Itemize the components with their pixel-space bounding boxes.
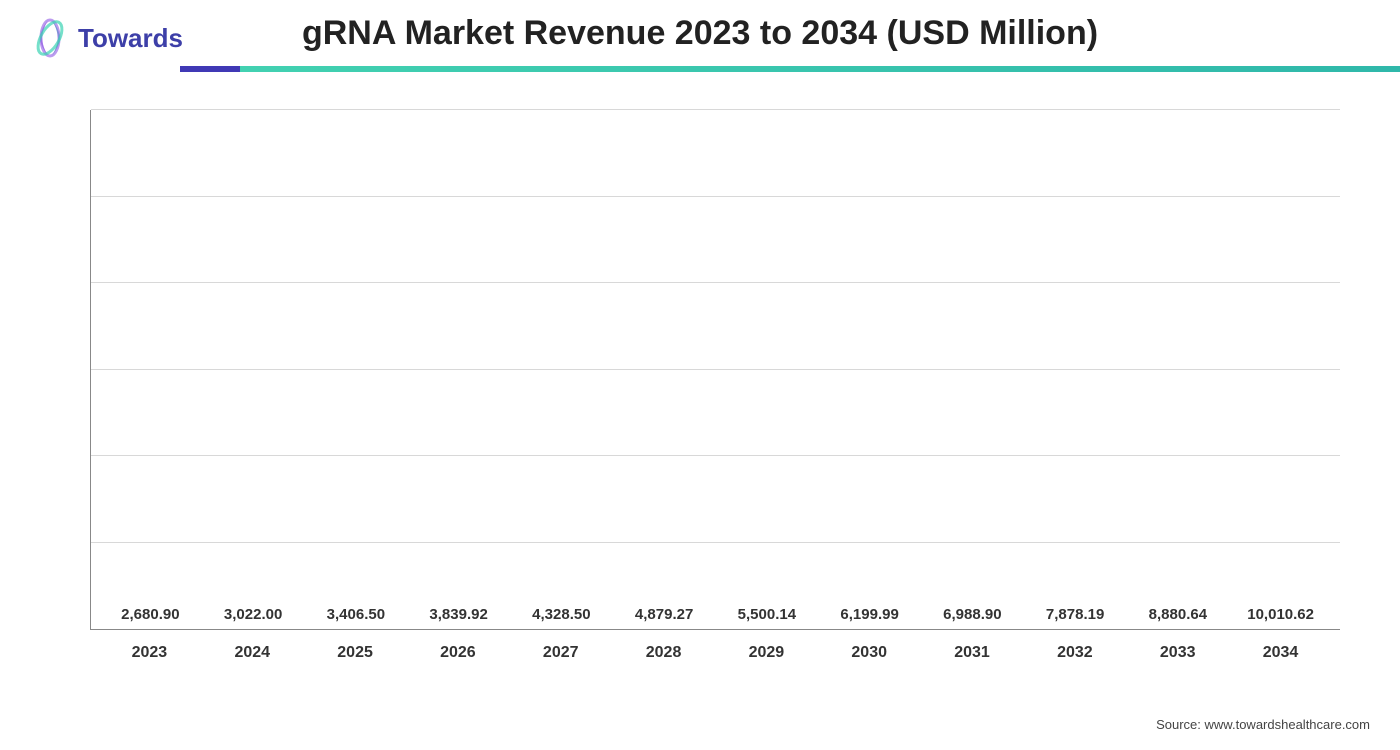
chart-area: 2,680.90 3,022.00 3,406.50 3,839.92 4,328.50…	[80, 110, 1340, 670]
bar-value-label: 5,500.14	[738, 606, 796, 623]
chart-title: gRNA Market Revenue 2023 to 2034 (USD Mi…	[302, 14, 1098, 53]
x-axis-label: 2026	[421, 634, 495, 670]
x-axis-labels: 2023 2024 2025 2026 2027 2028 2029 2030 2031 2032…	[90, 634, 1340, 670]
bar-value-label: 3,406.50	[327, 606, 385, 623]
bar-value-label: 3,022.00	[224, 606, 282, 623]
x-axis-label: 2032	[1038, 634, 1112, 670]
underline-accent	[180, 66, 240, 72]
bar-value-label: 8,880.64	[1149, 606, 1207, 623]
gridline	[91, 369, 1340, 370]
x-axis-label: 2031	[935, 634, 1009, 670]
x-axis-label: 2023	[112, 634, 186, 670]
gridline	[91, 455, 1340, 456]
header: Towards gRNA Market Revenue 2023 to 2034…	[0, 0, 1400, 78]
plot-region: 2,680.90 3,022.00 3,406.50 3,839.92 4,328.50…	[90, 110, 1340, 630]
logo-text: Towards	[78, 23, 183, 54]
gridline	[91, 282, 1340, 283]
x-axis-label: 2025	[318, 634, 392, 670]
bar-value-label: 2,680.90	[121, 606, 179, 623]
bar-value-label: 4,328.50	[532, 606, 590, 623]
source-attribution: Source: www.towardshealthcare.com	[1156, 717, 1370, 732]
bar-value-label: 6,988.90	[943, 606, 1001, 623]
x-axis-label: 2027	[524, 634, 598, 670]
brand-logo: Towards	[30, 18, 183, 58]
x-axis-label: 2034	[1244, 634, 1318, 670]
title-underline	[180, 66, 1400, 72]
gridline	[91, 109, 1340, 110]
underline-main	[240, 66, 1400, 72]
bars-container: 2,680.90 3,022.00 3,406.50 3,839.92 4,328.50…	[91, 110, 1340, 629]
bar-value-label: 6,199.99	[840, 606, 898, 623]
gridline	[91, 542, 1340, 543]
x-axis-label: 2029	[729, 634, 803, 670]
bar-value-label: 7,878.19	[1046, 606, 1104, 623]
x-axis-label: 2033	[1141, 634, 1215, 670]
logo-icon	[30, 18, 70, 58]
x-axis-label: 2024	[215, 634, 289, 670]
bar-value-label: 4,879.27	[635, 606, 693, 623]
bar-value-label: 10,010.62	[1247, 606, 1314, 623]
gridline	[91, 196, 1340, 197]
x-axis-label: 2030	[832, 634, 906, 670]
x-axis-label: 2028	[627, 634, 701, 670]
bar-value-label: 3,839.92	[429, 606, 487, 623]
source-text: www.towardshealthcare.com	[1205, 717, 1370, 732]
source-label: Source:	[1156, 717, 1201, 732]
